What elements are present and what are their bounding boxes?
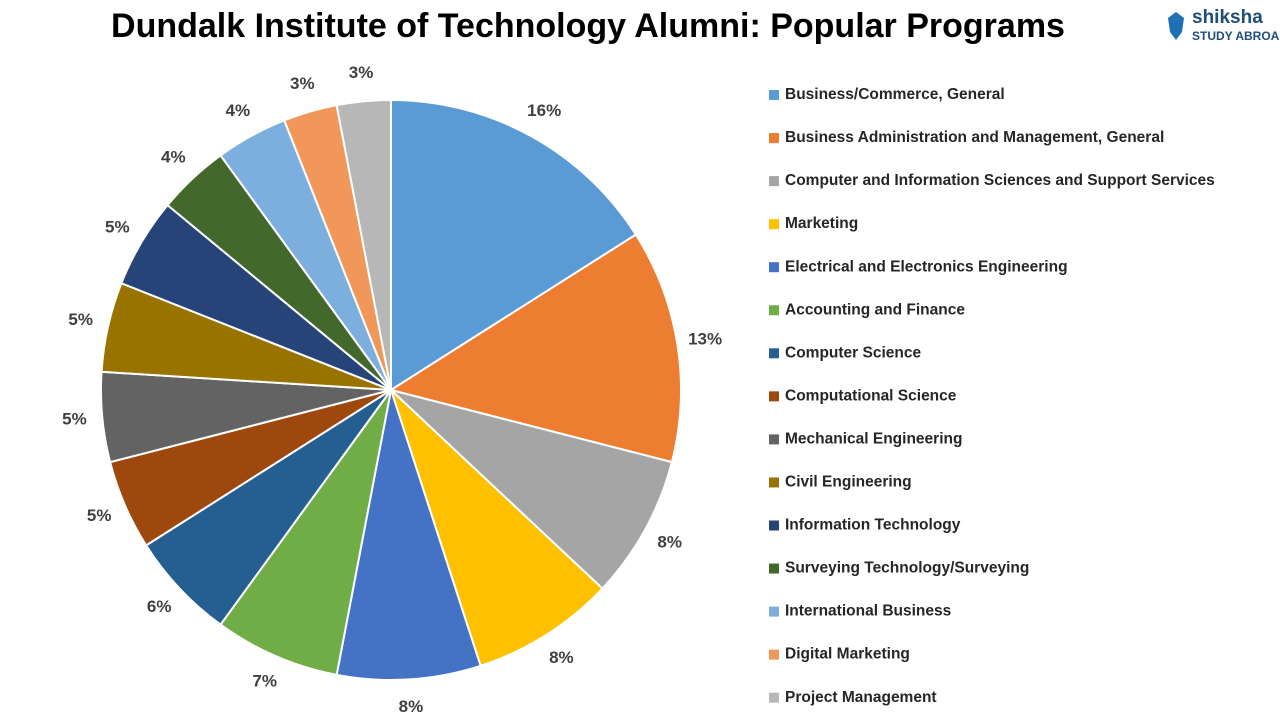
pie-slice [335, 389, 482, 681]
legend-label: Marketing [785, 215, 858, 232]
logo-tagline: STUDY ABROAD [1192, 29, 1280, 43]
data-label: 5% [68, 310, 93, 329]
data-label: 13% [688, 330, 722, 349]
data-label: 4% [161, 148, 186, 167]
data-label: 16% [527, 101, 561, 120]
logo-icon [1168, 12, 1184, 40]
legend-swatch [769, 563, 779, 574]
logo: shiksha STUDY ABROAD [1168, 7, 1280, 43]
pie-slice [390, 389, 674, 590]
legend-swatch [769, 391, 779, 402]
data-label: 3% [349, 63, 374, 82]
pie-slice [390, 98, 638, 392]
legend-label: Digital Marketing [785, 646, 910, 663]
legend-label: Computer and Information Sciences and Su… [785, 172, 1215, 189]
legend-label: Surveying Technology/Surveying [785, 560, 1029, 577]
legend-label: Business/Commerce, General [785, 86, 1005, 103]
legend-swatch [769, 606, 779, 617]
pie-slice [335, 98, 392, 391]
legend-label: Civil Engineering [785, 474, 912, 491]
legend-swatch [769, 90, 779, 100]
data-label: 7% [252, 671, 277, 690]
legend-swatch [769, 649, 779, 660]
legend-label: Computational Science [785, 387, 957, 404]
data-label: 3% [290, 74, 315, 93]
data-label: 6% [147, 597, 172, 616]
legend-label: Accounting and Finance [785, 301, 965, 318]
legend-swatch [769, 219, 779, 230]
legend-swatch [769, 305, 779, 316]
data-label: 5% [105, 218, 130, 237]
legend-label: Electrical and Electronics Engineering [785, 258, 1068, 275]
pie-slice [219, 389, 392, 677]
legend-label: International Business [785, 603, 951, 620]
legend-swatch [769, 348, 779, 359]
legend-swatch [769, 520, 779, 531]
pie-slice [388, 233, 682, 464]
legend-swatch [769, 176, 779, 187]
legend-swatch [769, 692, 779, 703]
pie-slice [390, 389, 604, 668]
legend-swatch [769, 434, 779, 445]
chart-title: Dundalk Institute of Technology Alumni: … [111, 7, 1065, 45]
legend-label: Mechanical Engineering [785, 430, 962, 447]
data-label: 8% [549, 648, 574, 667]
legend-swatch [769, 133, 779, 144]
data-label: 8% [399, 697, 424, 716]
data-label: 8% [657, 533, 682, 552]
legend-label: Business Administration and Management, … [785, 129, 1164, 146]
legend-swatch [769, 477, 779, 488]
legend-label: Computer Science [785, 344, 921, 361]
data-label: 4% [226, 101, 251, 120]
data-label: 5% [62, 409, 87, 428]
legend-label: Information Technology [785, 517, 961, 534]
legend-label: Project Management [785, 689, 937, 706]
data-label: 5% [87, 506, 112, 525]
logo-name: shiksha [1192, 7, 1263, 28]
legend-swatch [769, 262, 779, 273]
